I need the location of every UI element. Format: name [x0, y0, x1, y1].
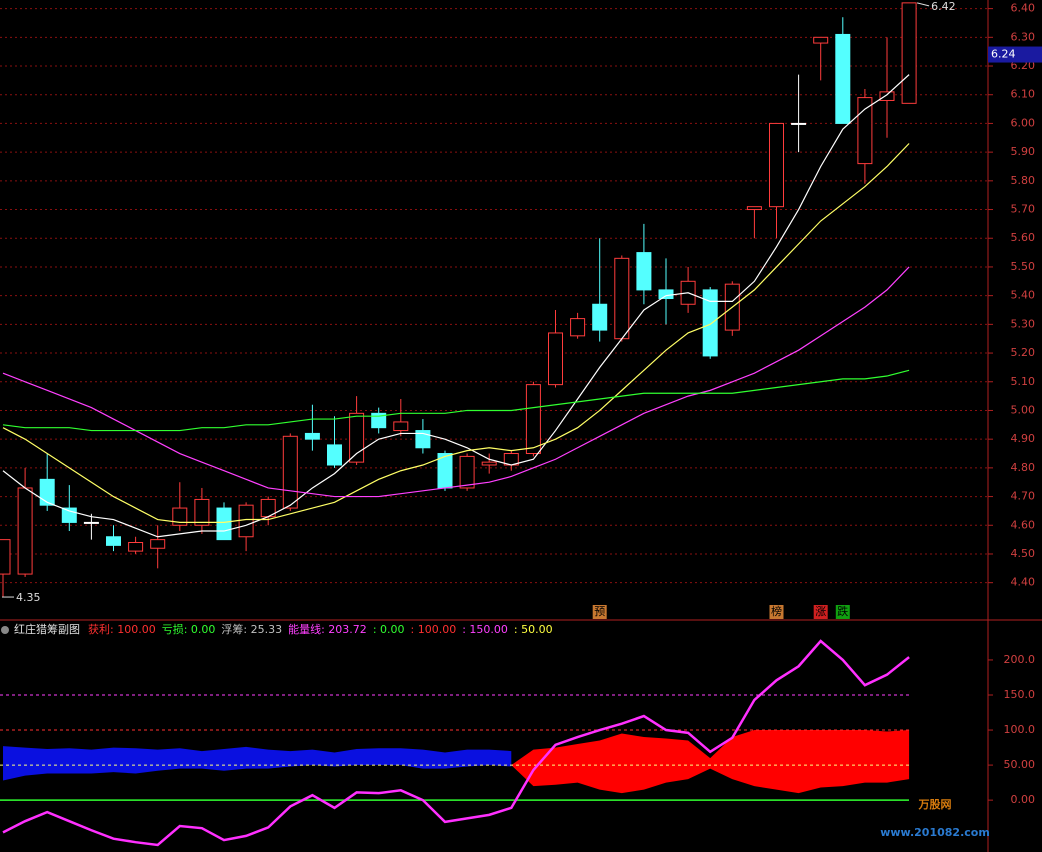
panel-icon — [1, 626, 9, 634]
y-tick-label: 4.40 — [1011, 576, 1036, 589]
candle-body — [327, 444, 342, 466]
candle-body — [172, 507, 188, 526]
ma-line — [2, 143, 910, 524]
y-tick-label: 5.50 — [1011, 260, 1036, 273]
candle-body — [813, 36, 829, 44]
annotation-label: 4.35 — [16, 591, 41, 604]
ma-line — [2, 74, 910, 538]
y-tick-label: 6.00 — [1011, 116, 1036, 129]
indicator-title: 红庄猎筹副图 — [14, 622, 80, 636]
signal-label: 预 — [594, 605, 605, 618]
signal-box — [813, 605, 828, 619]
candle-body — [150, 539, 166, 549]
watermark-brand: 万股网 — [918, 798, 952, 811]
y-tick-label: 5.20 — [1011, 346, 1036, 359]
candle-body — [636, 252, 652, 291]
header-item: 获利: 100.00 — [88, 623, 156, 636]
y-tick-label: 4.90 — [1011, 432, 1036, 445]
y-tick-label: 4.70 — [1011, 490, 1036, 503]
candle-body — [901, 2, 917, 104]
header-item: 亏损: 0.00 — [162, 622, 216, 636]
ma-line — [2, 369, 910, 432]
candle-body — [304, 432, 320, 440]
y-tick-label: 5.60 — [1011, 231, 1036, 244]
candle-body — [702, 289, 718, 357]
current-price-label: 6.24 — [991, 48, 1016, 61]
header-item: 能量线: 203.72 — [288, 622, 367, 636]
candle-body — [481, 461, 497, 466]
signal-box — [592, 605, 607, 619]
y-tick-label: 4.50 — [1011, 547, 1036, 560]
candle-body — [393, 421, 409, 432]
candle-body — [128, 542, 144, 552]
candle-body — [61, 507, 77, 523]
candle-body — [194, 498, 210, 526]
signal-label: 榜 — [771, 604, 782, 618]
candle-body — [570, 318, 586, 337]
y-tick-label: 5.70 — [1011, 203, 1036, 216]
annotation-label: 6.42 — [931, 0, 956, 13]
candle-body — [238, 504, 254, 538]
candle-body — [525, 384, 541, 455]
candle-body — [879, 91, 895, 101]
header-item: : 100.00 — [411, 623, 457, 636]
y-tick-label: 4.80 — [1011, 461, 1036, 474]
indicator-header: 获利: 100.00 亏损: 0.00 浮筹: 25.33 能量线: 203.72 : … — [88, 622, 553, 636]
y-tick-label: 6.10 — [1011, 88, 1036, 101]
ma-line — [2, 266, 910, 498]
current-price-box — [988, 46, 1042, 63]
y-tick-label: 5.10 — [1011, 375, 1036, 388]
signal-label: 涨 — [815, 605, 826, 618]
header-item: 浮筹: 25.33 — [221, 622, 282, 636]
candle-body — [459, 455, 475, 489]
watermark-url: www.201082.com — [880, 826, 990, 839]
header-item: : 150.00 — [462, 623, 508, 636]
y-tick-label: 5.00 — [1011, 403, 1036, 416]
candle-body — [857, 97, 873, 165]
y-tick-label: 6.40 — [1011, 2, 1036, 15]
y-tick-label: 5.40 — [1011, 289, 1036, 302]
y-tick-label: 0.00 — [1011, 793, 1036, 806]
y-tick-label: 100.0 — [1004, 723, 1036, 736]
candle-body — [0, 539, 11, 575]
candle-body — [769, 122, 784, 208]
band-area — [511, 730, 910, 794]
candle-body — [658, 289, 674, 300]
candle-body — [349, 412, 365, 463]
candle-body — [746, 206, 762, 211]
y-tick-label: 150.0 — [1004, 688, 1036, 701]
y-tick-label: 4.60 — [1011, 518, 1036, 531]
signal-box — [835, 605, 850, 619]
signal-label: 跌 — [837, 604, 848, 618]
candle-body — [39, 478, 55, 506]
energy-line — [2, 639, 910, 847]
y-tick-label: 5.90 — [1011, 145, 1036, 158]
y-tick-label: 6.30 — [1011, 30, 1036, 43]
y-tick-label: 200.0 — [1004, 653, 1036, 666]
y-tick-label: 50.00 — [1004, 758, 1036, 771]
candle-body — [791, 122, 807, 125]
candle-body — [17, 487, 33, 575]
signal-box — [769, 605, 784, 619]
candle-body — [614, 257, 630, 340]
candle-body — [592, 303, 608, 331]
candle-body — [216, 507, 232, 541]
header-item: : 50.00 — [514, 623, 553, 636]
y-tick-label: 5.80 — [1011, 174, 1036, 187]
candle-body — [106, 536, 121, 546]
y-tick-label: 5.30 — [1011, 317, 1036, 330]
header-item: : 0.00 — [373, 623, 405, 636]
candle-body — [548, 332, 563, 386]
annotation-arrow — [916, 2, 930, 7]
candle-body — [282, 435, 298, 509]
candle-body — [83, 521, 99, 524]
candle-body — [835, 33, 851, 124]
band-area — [3, 746, 512, 781]
candle-body — [371, 412, 387, 429]
